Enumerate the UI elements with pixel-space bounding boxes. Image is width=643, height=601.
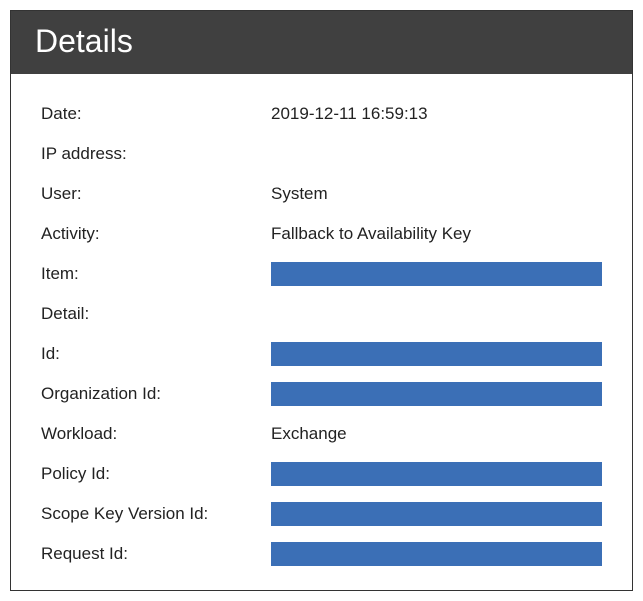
field-row-item: Item: [41, 262, 602, 286]
field-row-request-id: Request Id: [41, 542, 602, 566]
field-row-activity: Activity: Fallback to Availability Key [41, 222, 602, 246]
field-label: Request Id: [41, 544, 271, 564]
panel-title: Details [11, 11, 632, 74]
field-label: Scope Key Version Id: [41, 504, 271, 524]
field-row-workload: Workload: Exchange [41, 422, 602, 446]
field-value: Fallback to Availability Key [271, 224, 602, 244]
field-label: Detail: [41, 304, 271, 324]
field-row-user: User: System [41, 182, 602, 206]
redacted-value [271, 542, 602, 566]
panel-body: Date: 2019-12-11 16:59:13 IP address: Us… [11, 74, 632, 590]
details-panel: Details Date: 2019-12-11 16:59:13 IP add… [10, 10, 633, 591]
redacted-value [271, 262, 602, 286]
field-row-id: Id: [41, 342, 602, 366]
field-label: IP address: [41, 144, 271, 164]
field-value: System [271, 184, 602, 204]
field-label: Workload: [41, 424, 271, 444]
field-value: Exchange [271, 424, 602, 444]
field-label: Item: [41, 264, 271, 284]
field-row-policy-id: Policy Id: [41, 462, 602, 486]
field-label: Date: [41, 104, 271, 124]
field-label: Activity: [41, 224, 271, 244]
field-row-organization-id: Organization Id: [41, 382, 602, 406]
field-row-scope-key-version-id: Scope Key Version Id: [41, 502, 602, 526]
redacted-value [271, 342, 602, 366]
field-label: Id: [41, 344, 271, 364]
field-value: 2019-12-11 16:59:13 [271, 104, 602, 124]
field-row-date: Date: 2019-12-11 16:59:13 [41, 102, 602, 126]
redacted-value [271, 462, 602, 486]
field-row-detail: Detail: [41, 302, 602, 326]
redacted-value [271, 382, 602, 406]
field-label: Organization Id: [41, 384, 271, 404]
redacted-value [271, 502, 602, 526]
field-row-ip-address: IP address: [41, 142, 602, 166]
field-label: User: [41, 184, 271, 204]
field-label: Policy Id: [41, 464, 271, 484]
